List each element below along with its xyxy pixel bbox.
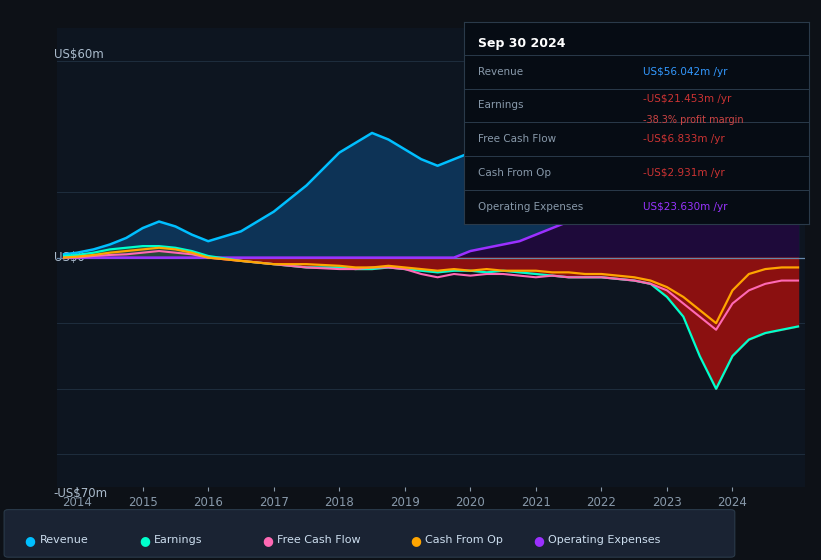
Text: ●: ●	[534, 534, 544, 547]
Text: US$56.042m /yr: US$56.042m /yr	[643, 67, 727, 77]
Text: ●: ●	[25, 534, 35, 547]
Text: Operating Expenses: Operating Expenses	[548, 535, 661, 545]
Text: Revenue: Revenue	[478, 67, 523, 77]
Text: ●: ●	[140, 534, 150, 547]
Text: Sep 30 2024: Sep 30 2024	[478, 36, 565, 49]
Text: Earnings: Earnings	[154, 535, 203, 545]
Text: US$0: US$0	[53, 251, 85, 264]
Text: Revenue: Revenue	[39, 535, 88, 545]
Text: -US$2.931m /yr: -US$2.931m /yr	[643, 168, 725, 178]
Text: -38.3% profit margin: -38.3% profit margin	[643, 115, 744, 124]
Text: US$23.630m /yr: US$23.630m /yr	[643, 202, 727, 212]
Text: Free Cash Flow: Free Cash Flow	[478, 134, 556, 144]
Text: Cash From Op: Cash From Op	[478, 168, 551, 178]
Text: -US$21.453m /yr: -US$21.453m /yr	[643, 95, 732, 104]
Text: ●: ●	[263, 534, 273, 547]
Text: -US$70m: -US$70m	[53, 487, 108, 500]
Text: Cash From Op: Cash From Op	[425, 535, 503, 545]
Text: US$60m: US$60m	[53, 48, 103, 61]
Text: Earnings: Earnings	[478, 100, 523, 110]
Text: Free Cash Flow: Free Cash Flow	[277, 535, 361, 545]
Text: Operating Expenses: Operating Expenses	[478, 202, 583, 212]
Text: -US$6.833m /yr: -US$6.833m /yr	[643, 134, 725, 144]
Text: ●: ●	[410, 534, 421, 547]
